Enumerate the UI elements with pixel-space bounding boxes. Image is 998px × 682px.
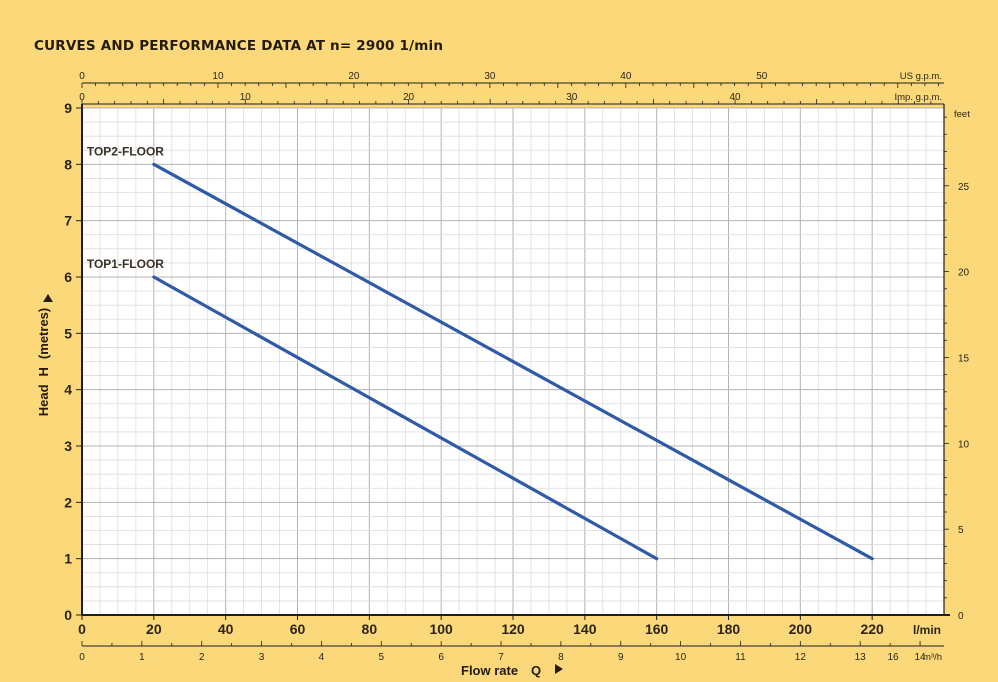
- y-tick-label-2: 2: [64, 494, 72, 510]
- m3h-tick-label-6: 6: [438, 652, 444, 663]
- m3h-tick-label-4: 4: [319, 652, 325, 663]
- y-tick-label-7: 7: [64, 213, 72, 229]
- m3h-tick-label-2: 2: [199, 652, 205, 663]
- x-tick-label-60: 60: [290, 621, 306, 637]
- m3h-tick-label-8: 8: [558, 652, 564, 663]
- feet-tick-label-25: 25: [958, 182, 970, 193]
- x-tick-label-140: 140: [573, 621, 597, 637]
- y-tick-label-5: 5: [64, 325, 72, 341]
- chart-title: CURVES AND PERFORMANCE DATA AT n= 2900 1…: [34, 38, 444, 54]
- x-tick-label-80: 80: [362, 621, 378, 637]
- x-tick-label-20: 20: [146, 621, 162, 637]
- us-gpm-unit-label: US g.p.m.: [900, 71, 942, 82]
- series-label-0: TOP2-FLOOR: [87, 144, 164, 158]
- y-axis-symbol: H: [36, 367, 51, 376]
- us-gpm-tick-label-10: 10: [212, 71, 224, 82]
- imp-gpm-tick-label-0: 0: [79, 92, 85, 103]
- m3h-tick-label-3: 3: [259, 652, 265, 663]
- feet-tick-label-5: 5: [958, 525, 964, 536]
- x-axis-symbol: Q: [531, 663, 541, 678]
- us-gpm-tick-label-50: 50: [756, 71, 768, 82]
- feet-tick-label-15: 15: [958, 353, 970, 364]
- imp-gpm-tick-label-40: 40: [729, 92, 741, 103]
- x-tick-label-0: 0: [78, 621, 86, 637]
- series-line-0: [152, 162, 874, 561]
- x-axis-arrow-icon: [555, 664, 563, 674]
- m3h-tick-label-10: 10: [675, 652, 687, 663]
- y-tick-label-8: 8: [64, 156, 72, 172]
- us-gpm-tick-label-0: 0: [79, 71, 85, 82]
- m3h-unit-label: m³/h: [923, 652, 942, 663]
- m3h-tick-label-9: 9: [618, 652, 624, 663]
- feet-tick-label-0: 0: [958, 611, 964, 622]
- imp-gpm-unit-label: Imp. g.p.m.: [894, 92, 942, 103]
- feet-tick-label-10: 10: [958, 439, 970, 450]
- us-gpm-tick-label-40: 40: [620, 71, 632, 82]
- y-axis-unit: (metres): [36, 308, 51, 359]
- us-gpm-tick-label-30: 30: [484, 71, 496, 82]
- x-tick-label-180: 180: [717, 621, 741, 637]
- y-axis-label: Head: [36, 384, 51, 416]
- series-label-1: TOP1-FLOOR: [87, 257, 164, 271]
- feet-unit-label: feet: [954, 109, 970, 120]
- y-tick-label-9: 9: [64, 100, 72, 116]
- y-axis-arrow-icon: [43, 294, 53, 302]
- y-tick-label-1: 1: [64, 551, 72, 567]
- x-tick-label-220: 220: [860, 621, 884, 637]
- y-tick-label-6: 6: [64, 269, 72, 285]
- x-unit-label: l/min: [913, 623, 941, 637]
- imp-gpm-tick-label-20: 20: [403, 92, 415, 103]
- m3h-tick-label-1: 1: [139, 652, 145, 663]
- m3h-tick-label-12: 12: [795, 652, 807, 663]
- y-axis-title: Head H (metres): [36, 308, 51, 416]
- m3h-tick-label-14: 14: [914, 652, 926, 663]
- m3h-tick-label-11: 11: [735, 652, 746, 663]
- imp-gpm-tick-label-30: 30: [566, 92, 578, 103]
- m3h-tick-label-13: 13: [855, 652, 867, 663]
- x-tick-label-160: 160: [645, 621, 669, 637]
- m3h-tick-label-5: 5: [379, 652, 385, 663]
- imp-gpm-tick-label-10: 10: [240, 92, 252, 103]
- feet-tick-label-20: 20: [958, 268, 970, 279]
- y-tick-label-4: 4: [64, 382, 72, 398]
- y-tick-label-3: 3: [64, 438, 72, 454]
- series-line-1: [152, 275, 659, 561]
- us-gpm-tick-label-20: 20: [348, 71, 360, 82]
- x-tick-label-200: 200: [789, 621, 813, 637]
- m3h-tick-label-0: 0: [79, 652, 85, 663]
- m3h-tick-label-16: 16: [887, 652, 899, 663]
- x-tick-label-100: 100: [429, 621, 453, 637]
- m3h-tick-label-7: 7: [498, 652, 504, 663]
- y-tick-label-0: 0: [64, 607, 72, 623]
- x-axis-label: Flow rate: [461, 663, 518, 678]
- x-tick-label-40: 40: [218, 621, 234, 637]
- x-tick-label-120: 120: [501, 621, 525, 637]
